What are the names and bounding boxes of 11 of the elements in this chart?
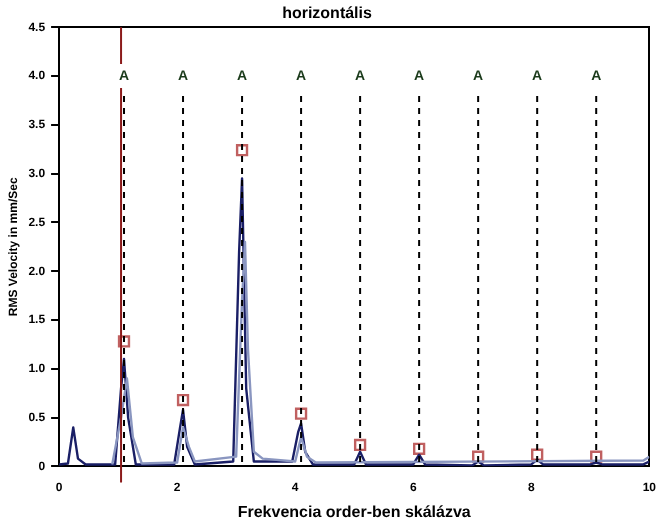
point	[235, 144, 249, 157]
point	[117, 335, 131, 348]
point	[294, 407, 308, 420]
x-axis-title: Frekvencia order-ben skálázva	[237, 502, 472, 521]
point	[590, 450, 603, 463]
chart-title: horizontális	[282, 4, 373, 23]
point	[412, 442, 426, 455]
point	[472, 450, 485, 463]
point	[176, 393, 190, 407]
point	[531, 448, 544, 461]
point	[353, 438, 367, 452]
